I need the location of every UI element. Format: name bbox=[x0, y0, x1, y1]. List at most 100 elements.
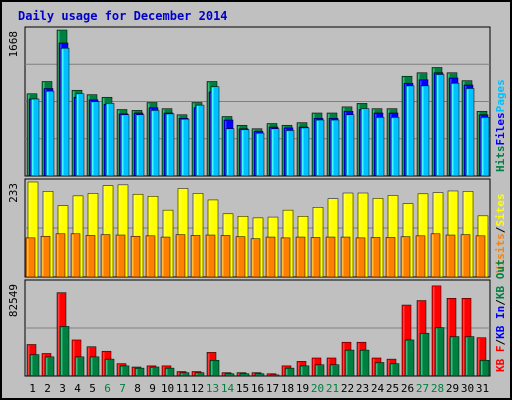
pages-bar-highlight bbox=[467, 89, 469, 175]
kb-out-bar-highlight bbox=[31, 355, 33, 375]
kb-f-bar-highlight bbox=[88, 347, 90, 375]
pages-bar bbox=[270, 128, 280, 177]
sites-bar-highlight bbox=[222, 236, 224, 276]
pages-bar-highlight bbox=[182, 120, 184, 175]
pages-bar bbox=[60, 47, 70, 177]
day-label: 6 bbox=[104, 382, 111, 395]
sites-bar-highlight bbox=[447, 236, 449, 276]
kb-f-bar-highlight bbox=[118, 364, 120, 375]
kb-out-bar bbox=[449, 336, 460, 377]
legend-entry: Pages bbox=[494, 79, 507, 112]
day-label: 30 bbox=[461, 382, 474, 395]
pages-bar bbox=[435, 74, 445, 177]
kb-out-bar-highlight bbox=[151, 367, 153, 375]
day-label: 2 bbox=[44, 382, 51, 395]
kb-out-bar bbox=[434, 327, 445, 377]
pages-bar bbox=[90, 101, 100, 177]
kb-out-bar bbox=[254, 373, 265, 377]
pages-bar-highlight bbox=[122, 115, 124, 175]
pages-bar bbox=[465, 88, 475, 177]
kb-out-bar-highlight bbox=[46, 357, 48, 375]
pages-bar-highlight bbox=[212, 87, 214, 175]
kb-out-bar-highlight bbox=[451, 337, 453, 375]
kb-f-bar-highlight bbox=[298, 362, 300, 375]
panel-1-legend: HitsFilesPages bbox=[494, 79, 507, 172]
kb-out-bar bbox=[344, 349, 355, 377]
day-label: 5 bbox=[89, 382, 96, 395]
sites-bar-highlight bbox=[207, 236, 209, 276]
pages-bar bbox=[315, 119, 325, 177]
pages-bar-highlight bbox=[77, 94, 79, 175]
kb-out-bar bbox=[209, 359, 220, 377]
sites-bar bbox=[310, 237, 321, 278]
sites-bar bbox=[160, 236, 171, 278]
panel-2-max-label: 233 bbox=[7, 183, 20, 203]
sites-bar bbox=[115, 234, 126, 278]
kb-out-bar-highlight bbox=[286, 369, 288, 375]
sites-bar bbox=[460, 234, 471, 278]
kb-f-bar-highlight bbox=[28, 345, 30, 375]
kb-out-bar bbox=[44, 356, 55, 377]
kb-out-bar bbox=[74, 356, 85, 377]
sites-bar bbox=[400, 236, 411, 278]
day-label: 14 bbox=[221, 382, 235, 395]
kb-out-bar-highlight bbox=[406, 340, 408, 375]
sites-bar bbox=[145, 235, 156, 278]
panel-1: 1668 HitsFilesPages bbox=[7, 26, 507, 177]
day-label: 29 bbox=[446, 382, 459, 395]
kb-f-bar-highlight bbox=[238, 373, 240, 375]
day-label: 18 bbox=[281, 382, 294, 395]
legend-entry: / bbox=[494, 339, 507, 346]
pages-bar bbox=[360, 108, 370, 177]
sites-bar-highlight bbox=[417, 236, 419, 276]
kb-out-bar bbox=[194, 372, 205, 377]
kb-f-bar-highlight bbox=[433, 286, 435, 375]
sites-bar-highlight bbox=[237, 237, 239, 276]
day-label: 17 bbox=[266, 382, 279, 395]
pages-bar-highlight bbox=[257, 134, 259, 175]
sites-bar bbox=[40, 235, 51, 278]
kb-out-bar bbox=[374, 362, 385, 377]
kb-out-bar bbox=[224, 373, 235, 377]
kb-out-bar bbox=[149, 366, 160, 377]
pages-bar-highlight bbox=[392, 118, 394, 175]
pages-bar bbox=[240, 129, 250, 177]
pages-bar-highlight bbox=[227, 129, 229, 175]
pages-bar-highlight bbox=[347, 115, 349, 175]
pages-bar bbox=[150, 110, 160, 177]
pages-bar-highlight bbox=[407, 86, 409, 175]
pages-bar bbox=[120, 114, 130, 177]
kb-f-bar-highlight bbox=[103, 352, 105, 375]
sites-bar bbox=[295, 236, 306, 278]
sites-bar bbox=[190, 235, 201, 278]
sites-bar-highlight bbox=[432, 234, 434, 276]
pages-bar bbox=[195, 104, 205, 177]
kb-out-bar-highlight bbox=[361, 351, 363, 375]
day-label: 12 bbox=[191, 382, 204, 395]
sites-bar-highlight bbox=[387, 238, 389, 276]
pages-bar-highlight bbox=[152, 111, 154, 175]
sites-bar bbox=[235, 236, 246, 278]
kb-f-bar-highlight bbox=[388, 360, 390, 375]
kb-f-bar-highlight bbox=[208, 353, 210, 375]
pages-bar-highlight bbox=[317, 120, 319, 175]
legend-entry: KB In bbox=[494, 306, 507, 339]
kb-out-bar bbox=[104, 358, 115, 377]
pages-bar bbox=[375, 117, 385, 177]
kb-out-bar bbox=[134, 367, 145, 377]
kb-out-bar bbox=[89, 356, 100, 377]
pages-bar bbox=[30, 98, 40, 177]
kb-out-bar-highlight bbox=[436, 328, 438, 375]
sites-bar bbox=[55, 233, 66, 278]
kb-out-bar bbox=[164, 367, 175, 377]
kb-out-bar-highlight bbox=[211, 361, 213, 375]
kb-f-bar-highlight bbox=[448, 299, 450, 375]
legend-entry: Sites bbox=[494, 194, 507, 227]
day-label: 20 bbox=[311, 382, 324, 395]
day-label: 9 bbox=[149, 382, 156, 395]
sites-bar-highlight bbox=[357, 238, 359, 276]
day-label: 27 bbox=[416, 382, 429, 395]
kb-out-bar-highlight bbox=[481, 361, 483, 375]
pages-bar bbox=[225, 128, 235, 177]
pages-bar bbox=[135, 114, 145, 177]
